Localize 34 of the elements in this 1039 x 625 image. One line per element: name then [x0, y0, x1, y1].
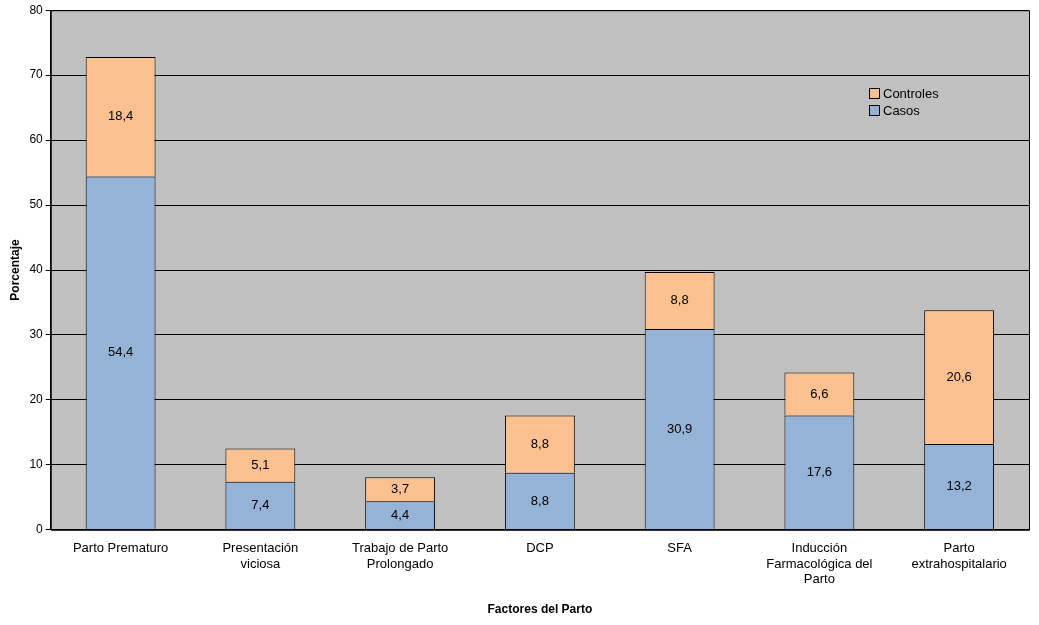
legend-label: Controles — [883, 85, 939, 103]
y-axis-title: Porcentaje — [7, 238, 22, 301]
y-tick-label: 40 — [29, 262, 44, 277]
data-label: 18,4 — [107, 108, 134, 124]
data-label: 8,8 — [530, 492, 549, 508]
x-tick-label: DCP — [526, 540, 554, 556]
y-tick-label: 10 — [29, 457, 44, 472]
x-tick-label: Presentación viciosa — [222, 540, 299, 571]
x-axis-title: Factores del Parto — [487, 602, 593, 617]
y-tick-label: 0 — [36, 522, 44, 537]
data-label: 54,4 — [107, 344, 134, 360]
data-label: 17,6 — [806, 463, 833, 479]
x-tick-label: Trabajo de Parto Prolongado — [351, 540, 449, 571]
data-label: 3,7 — [391, 480, 410, 496]
x-tick-label: Parto Prematuro — [72, 540, 169, 556]
data-label: 7,4 — [251, 497, 270, 513]
y-tick-label: 70 — [29, 67, 44, 82]
y-tick-label: 50 — [29, 197, 44, 212]
data-label: 20,6 — [946, 368, 972, 384]
y-tick-label: 30 — [29, 327, 44, 342]
legend-label: Casos — [883, 102, 920, 120]
data-label: 13,2 — [946, 478, 972, 494]
x-tick-label: Parto extrahospitalario — [911, 540, 1007, 571]
y-tick-label: 80 — [29, 2, 44, 17]
y-tick-label: 60 — [29, 132, 44, 147]
data-label: 8,8 — [530, 435, 549, 451]
data-label: 30,9 — [666, 420, 693, 436]
x-tick-label: Inducción Farmacológica del Parto — [766, 540, 873, 587]
data-label: 5,1 — [251, 456, 270, 472]
data-label: 4,4 — [391, 506, 410, 522]
data-label: 8,8 — [670, 292, 689, 308]
y-tick-label: 20 — [29, 392, 44, 407]
data-label: 6,6 — [810, 385, 829, 401]
x-tick-label: SFA — [667, 540, 693, 556]
